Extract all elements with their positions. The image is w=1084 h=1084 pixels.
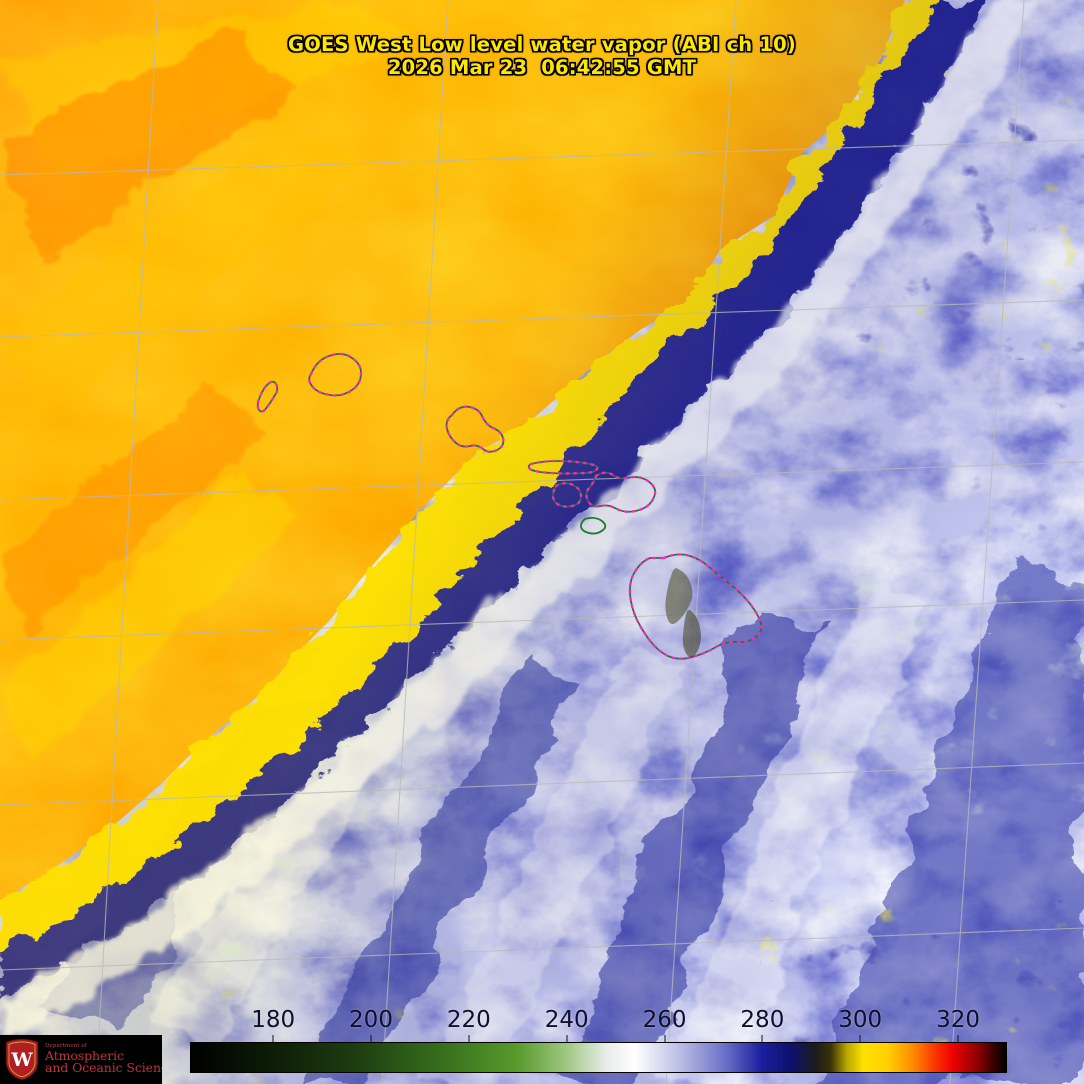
- colorbar-tick: [468, 1035, 470, 1042]
- colorbar-tick: [761, 1035, 763, 1042]
- colorbar-tick: [566, 1035, 568, 1042]
- colorbar-tick: [859, 1035, 861, 1042]
- logo-text: Department of Atmospheric and Oceanic Sc…: [45, 1042, 162, 1076]
- colorbar-tick-label: 300: [838, 1007, 883, 1033]
- colorbar-tick-label: 180: [251, 1007, 296, 1033]
- uw-crest-icon: W: [5, 1038, 39, 1081]
- colorbar-tick: [957, 1035, 959, 1042]
- colorbar-labels: 180 200 220 240 260 280 300 320: [190, 1007, 1007, 1035]
- crest-letter: W: [10, 1049, 33, 1071]
- colorbar-gradient: [190, 1042, 1007, 1073]
- colorbar-tick: [370, 1035, 372, 1042]
- colorbar-tick-label: 320: [936, 1007, 981, 1033]
- island-terrain: [665, 568, 701, 658]
- island-kahoolawe: [580, 516, 607, 535]
- logo-banner: W Department of Atmospheric and Oceanic …: [0, 1035, 162, 1084]
- colorbar-tick-label: 200: [349, 1007, 393, 1033]
- colorbar-tick: [664, 1035, 666, 1042]
- colorbar-tick-label: 240: [544, 1007, 589, 1033]
- island-borders: [256, 352, 763, 660]
- colorbar-tick-label: 260: [642, 1007, 687, 1033]
- colorbar-tick: [272, 1035, 274, 1042]
- colorbar-tick-label: 220: [446, 1007, 491, 1033]
- colorbar-tick-label: 280: [740, 1007, 785, 1033]
- island-niihau: [256, 380, 279, 413]
- logo-name-line-2: and Oceanic Sciences: [45, 1060, 162, 1076]
- logo-name-line-1: Atmospheric: [45, 1047, 124, 1063]
- colorbar-ticks: [190, 1035, 1007, 1042]
- logo-department-line: Department of: [45, 1042, 87, 1049]
- colorbar: 180 200 220 240 260 280 300 320: [190, 1007, 1007, 1073]
